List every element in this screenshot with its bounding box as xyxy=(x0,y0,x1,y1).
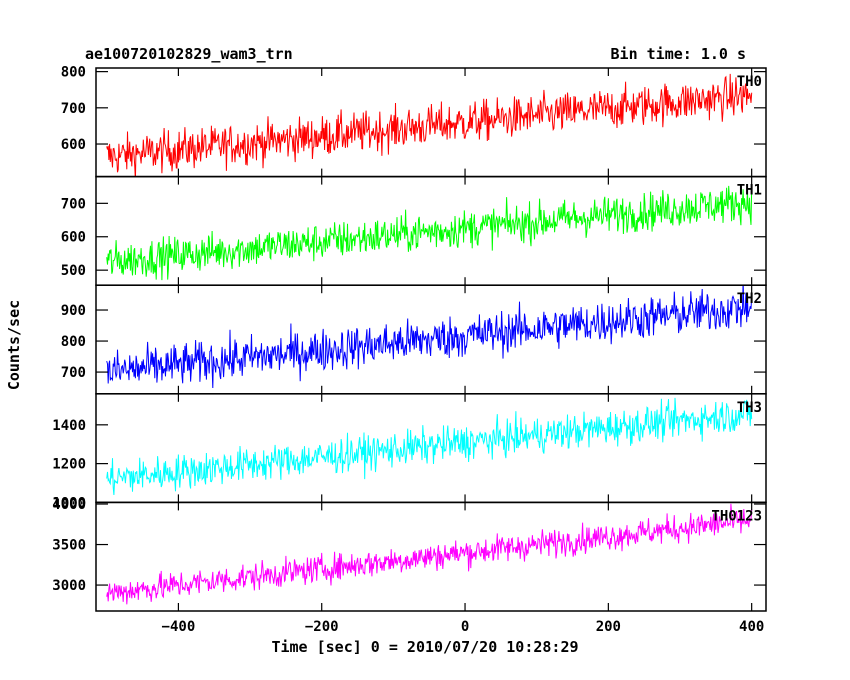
series-th3-line xyxy=(106,397,753,496)
x-tick-label: 0 xyxy=(461,619,469,635)
y-tick-label: 700 xyxy=(61,365,86,381)
y-tick-label: 4000 xyxy=(52,497,86,513)
y-axis-label: Counts/sec xyxy=(5,299,23,391)
y-tick-label: 3500 xyxy=(52,538,86,554)
series-th1-line xyxy=(106,185,753,281)
panel-label-th0123: TH0123 xyxy=(711,508,762,524)
panel-label-th0: TH0 xyxy=(737,74,762,90)
series-th2-line xyxy=(106,285,753,389)
y-tick-label: 500 xyxy=(61,263,86,279)
y-tick-label: 1400 xyxy=(52,418,86,434)
series-th0123-line xyxy=(106,503,753,605)
y-tick-label: 800 xyxy=(61,334,86,350)
y-tick-label: 1200 xyxy=(52,457,86,473)
y-tick-label: 1000 xyxy=(52,495,86,511)
y-tick-label: 700 xyxy=(61,196,86,212)
y-tick-label: 600 xyxy=(61,137,86,153)
y-tick-label: 1000 xyxy=(52,495,86,511)
x-tick-label: −400 xyxy=(162,619,196,635)
panel-frame-th3 xyxy=(95,393,767,504)
x-tick-label: 200 xyxy=(596,619,621,635)
panel-frame-th0123 xyxy=(95,501,767,612)
y-tick-label: 900 xyxy=(61,303,86,319)
panel-label-th2: TH2 xyxy=(737,291,762,307)
y-tick-label: 800 xyxy=(61,65,86,81)
y-tick-label: 700 xyxy=(61,101,86,117)
chart-title: ae100720102829_wam3_trn xyxy=(85,45,293,63)
panel-label-th3: TH3 xyxy=(737,400,762,416)
y-tick-label: 3000 xyxy=(52,578,86,594)
x-tick-label: −200 xyxy=(305,619,339,635)
x-tick-label: 400 xyxy=(739,619,764,635)
panel-label-th1: TH1 xyxy=(737,183,762,199)
x-axis-label: Time [sec] 0 = 2010/07/20 10:28:29 xyxy=(271,638,579,656)
bin-time-label: Bin time: 1.0 s xyxy=(610,45,746,63)
y-tick-label: 600 xyxy=(61,230,86,246)
series-th0-line xyxy=(106,73,753,177)
